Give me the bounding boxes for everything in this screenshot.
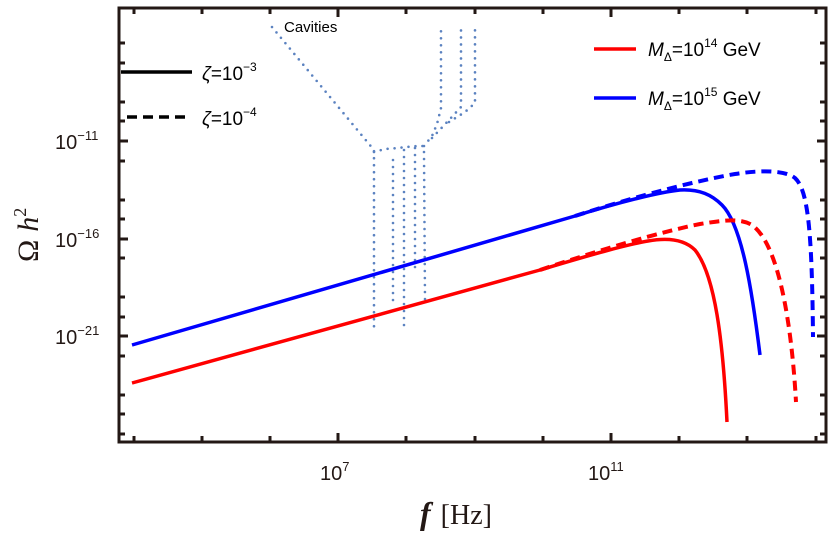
y-ticks [119,41,826,436]
legend-label-zeta3: ζ=10−3 [202,60,257,85]
legend-label-zeta4: ζ=10−4 [202,105,257,130]
y-tick-label-1e-16: 10−16 [55,226,99,252]
legend-label-m14: MΔ=1014 GeV [648,36,761,64]
x-ticks [132,8,818,442]
curve-m15-zeta3 [131,188,762,356]
curve-m14-zeta4 [539,218,798,403]
cavities-label: Cavities [284,19,337,36]
curve-m14-zeta3 [131,237,729,423]
y-tick-label-1e-21: 10−21 [55,323,99,349]
plot-frame [117,6,828,444]
y-axis-title: Ωh2 [10,208,45,262]
y-tick-label-1e-11: 10−11 [55,128,98,154]
cavities-region [270,25,477,334]
curve-m15-zeta4 [574,169,815,338]
legend-mass: MΔ=1014 GeV MΔ=1015 GeV [594,36,761,113]
x-tick-label-1e7: 107 [320,459,349,485]
legend-zeta: ζ=10−3 ζ=10−4 [121,60,257,130]
x-axis-title: f [Hz] [420,495,492,531]
legend-label-m15: MΔ=1015 GeV [648,85,761,113]
x-tick-label-1e11: 1011 [588,459,624,485]
